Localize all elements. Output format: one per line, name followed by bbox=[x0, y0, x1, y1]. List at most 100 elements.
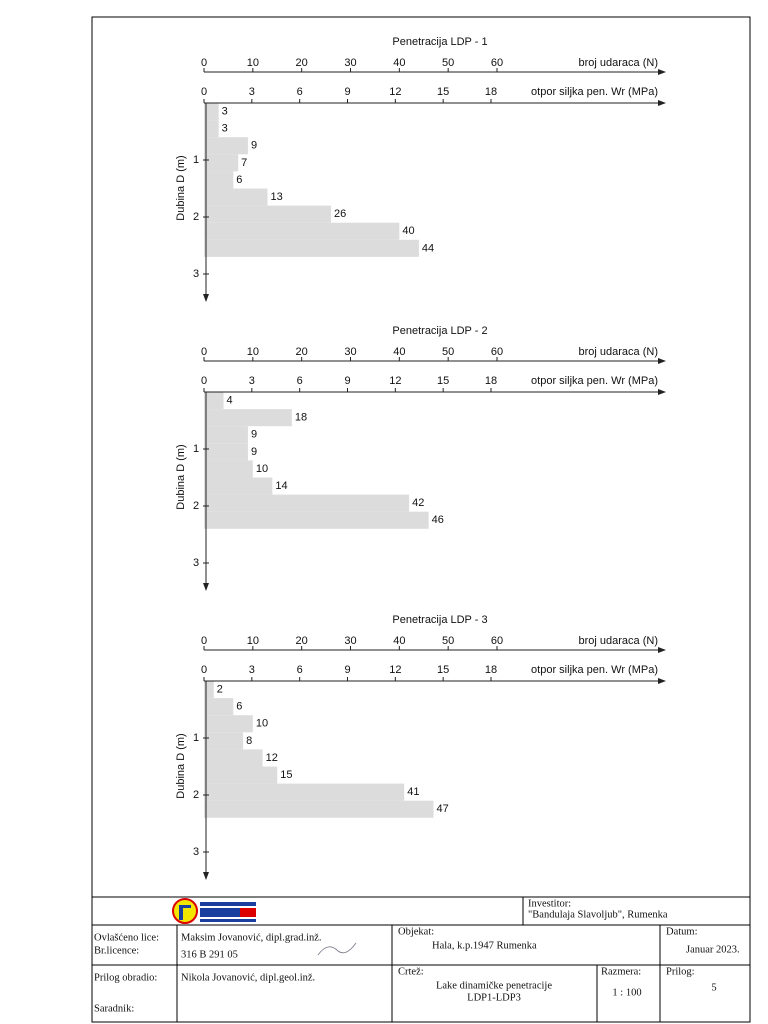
x-tick-label: 10 bbox=[247, 346, 259, 358]
x-tick-label: 50 bbox=[442, 57, 454, 69]
x2-tick-label: 3 bbox=[249, 375, 255, 387]
bar-value-label: 41 bbox=[407, 786, 419, 798]
signature bbox=[317, 942, 357, 956]
x-tick-label: 20 bbox=[296, 57, 308, 69]
x-axis-label: broj udaraca (N) bbox=[579, 635, 658, 647]
y-tick-label: 2 bbox=[193, 211, 199, 223]
x2-tick-label: 6 bbox=[297, 86, 303, 98]
x2-tick-label: 9 bbox=[344, 86, 350, 98]
bar bbox=[204, 783, 405, 801]
bar-value-label: 4 bbox=[227, 394, 233, 406]
x-tick-label: 40 bbox=[393, 635, 405, 647]
x-tick-label: 30 bbox=[344, 346, 356, 358]
y-axis-label: Dubina D (m) bbox=[175, 155, 187, 220]
x-tick-label: 30 bbox=[344, 635, 356, 647]
x2-tick-label: 3 bbox=[249, 86, 255, 98]
bar-value-label: 6 bbox=[236, 174, 242, 186]
y-tick-label: 3 bbox=[193, 557, 199, 569]
x2-tick-label: 6 bbox=[297, 375, 303, 387]
x-tick-label: 10 bbox=[247, 635, 259, 647]
chart-title: Penetracija LDP - 3 bbox=[392, 614, 487, 626]
x2-tick-label: 12 bbox=[389, 375, 401, 387]
x2-tick-label: 15 bbox=[437, 375, 449, 387]
x-axis-label: broj udaraca (N) bbox=[579, 57, 658, 69]
bar bbox=[204, 137, 248, 155]
bar-value-label: 14 bbox=[275, 480, 287, 492]
bar bbox=[204, 698, 234, 716]
bar bbox=[204, 154, 239, 172]
bar bbox=[204, 732, 244, 750]
bar bbox=[204, 494, 410, 512]
x2-tick-label: 0 bbox=[201, 664, 207, 676]
bar-value-label: 42 bbox=[412, 497, 424, 509]
x2-tick-label: 18 bbox=[485, 664, 497, 676]
crtez-label: Crtež: bbox=[398, 966, 424, 977]
x-tick-label: 30 bbox=[344, 57, 356, 69]
x-tick-label: 50 bbox=[442, 635, 454, 647]
x-axis-label: broj udaraca (N) bbox=[579, 346, 658, 358]
bar-value-label: 8 bbox=[246, 735, 252, 747]
y-tick-label: 3 bbox=[193, 268, 199, 280]
objekat-label: Objekat: bbox=[398, 926, 434, 937]
objekat: Hala, k.p.1947 Rumenka bbox=[432, 940, 537, 951]
investitor-label: Investitor: bbox=[528, 898, 571, 909]
x2-tick-label: 18 bbox=[485, 375, 497, 387]
bar bbox=[204, 392, 224, 410]
bar-value-label: 13 bbox=[270, 191, 282, 203]
x-tick-label: 20 bbox=[296, 346, 308, 358]
prilog-label: Prilog: bbox=[666, 966, 695, 977]
title-block: Investitor: "Bandulaja Slavoljub", Rumen… bbox=[92, 896, 750, 1022]
x2-tick-label: 0 bbox=[201, 375, 207, 387]
bar bbox=[204, 800, 434, 818]
x2-tick-label: 12 bbox=[389, 664, 401, 676]
x2-tick-label: 9 bbox=[344, 375, 350, 387]
ovlasceno: Maksim Jovanović, dipl.grad.inž. bbox=[181, 932, 322, 943]
y-tick-label: 2 bbox=[193, 500, 199, 512]
x-tick-label: 0 bbox=[201, 57, 207, 69]
bar-value-label: 15 bbox=[280, 769, 292, 781]
x2-tick-label: 15 bbox=[437, 664, 449, 676]
x2-axis-label: otpor siljka pen. Wr (MPa) bbox=[531, 664, 658, 676]
obradio-label: Prilog obradio: bbox=[94, 972, 157, 983]
bar-value-label: 3 bbox=[222, 123, 228, 135]
saradnik-label: Saradnik: bbox=[94, 1003, 134, 1014]
chart-title: Penetracija LDP - 2 bbox=[392, 325, 487, 337]
x2-tick-label: 18 bbox=[485, 86, 497, 98]
bar bbox=[204, 205, 331, 223]
bar bbox=[204, 426, 248, 444]
crtez-line1: Lake dinamičke penetracije bbox=[436, 980, 552, 991]
bar bbox=[204, 409, 292, 427]
bar-value-label: 9 bbox=[251, 140, 257, 152]
bar-value-label: 26 bbox=[334, 208, 346, 220]
bar bbox=[204, 460, 253, 478]
licence-label: Br.licence: bbox=[94, 945, 139, 956]
ovlasceno-label: Ovlašćeno lice: bbox=[94, 932, 159, 943]
x2-axis-label: otpor siljka pen. Wr (MPa) bbox=[531, 86, 658, 98]
x-tick-label: 50 bbox=[442, 346, 454, 358]
x2-tick-label: 3 bbox=[249, 664, 255, 676]
bar-value-label: 9 bbox=[251, 429, 257, 441]
bar-value-label: 18 bbox=[295, 412, 307, 424]
bar bbox=[204, 222, 400, 240]
sheet-frame bbox=[91, 16, 751, 1023]
investitor: "Bandulaja Slavoljub", Rumenka bbox=[528, 909, 668, 920]
datum-label: Datum: bbox=[666, 926, 698, 937]
y-tick-label: 1 bbox=[193, 154, 199, 166]
razmera: 1 : 100 bbox=[612, 987, 641, 998]
licence: 316 B 291 05 bbox=[181, 949, 238, 960]
x2-tick-label: 15 bbox=[437, 86, 449, 98]
y-tick-label: 2 bbox=[193, 789, 199, 801]
crtez-line2: LDP1-LDP3 bbox=[467, 992, 521, 1003]
bar-value-label: 7 bbox=[241, 157, 247, 169]
bar bbox=[204, 103, 219, 121]
bar bbox=[204, 443, 248, 461]
bar-value-label: 44 bbox=[422, 242, 434, 254]
x2-tick-label: 12 bbox=[389, 86, 401, 98]
y-tick-label: 3 bbox=[193, 846, 199, 858]
bar bbox=[204, 511, 429, 529]
x-tick-label: 60 bbox=[491, 346, 503, 358]
bar-value-label: 47 bbox=[437, 803, 449, 815]
bar bbox=[204, 239, 419, 257]
bar bbox=[204, 715, 253, 733]
bar-value-label: 2 bbox=[217, 683, 223, 695]
